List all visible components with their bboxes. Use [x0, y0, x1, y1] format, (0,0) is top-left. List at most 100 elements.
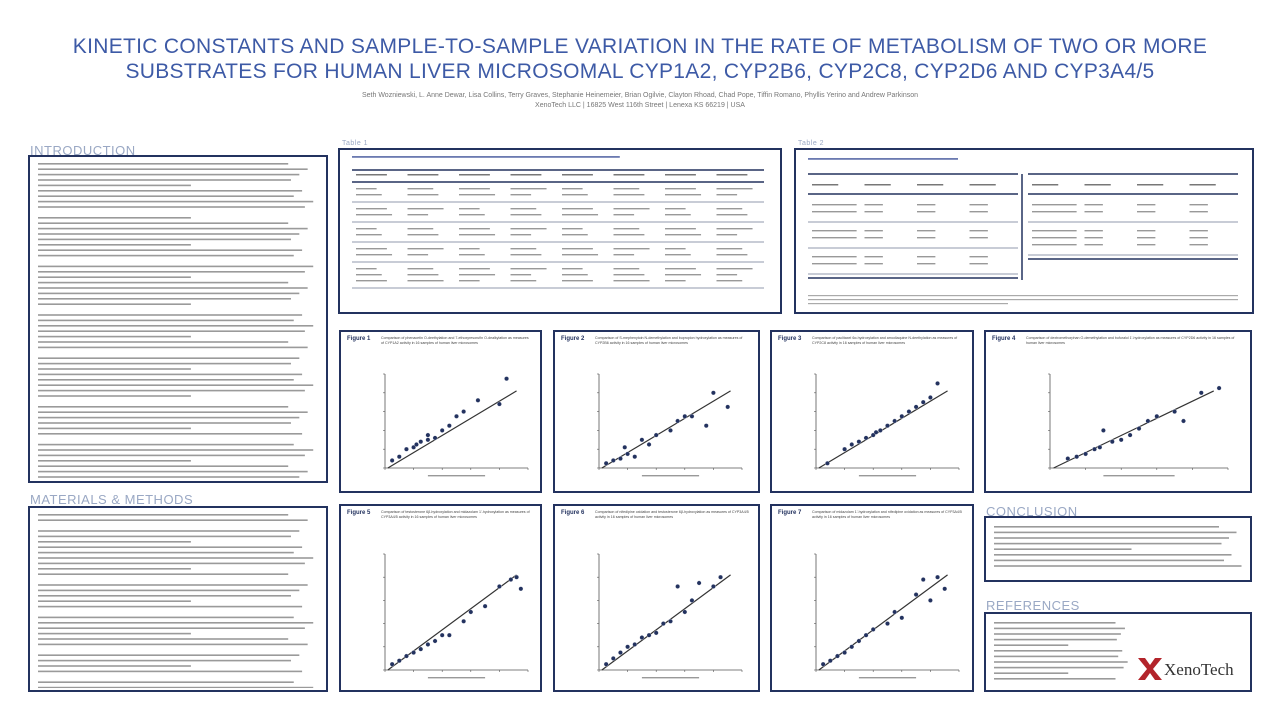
data-point — [935, 381, 940, 386]
x-axis-label — [1103, 475, 1175, 477]
figure-1-panel: Figure 1 Comparison of phenacetin O-deet… — [339, 330, 542, 493]
text-line — [38, 476, 300, 478]
text-line — [38, 416, 300, 419]
table-cell — [459, 248, 480, 250]
table-cell — [716, 268, 753, 270]
table-cell — [356, 188, 377, 190]
text-line — [38, 357, 300, 359]
table-cell — [510, 228, 547, 230]
figure-3-panel: Figure 3 Comparison of paclitaxel 6α-hyd… — [770, 330, 974, 493]
data-point — [870, 432, 876, 438]
text-line — [38, 514, 289, 516]
table-cell — [510, 194, 532, 196]
text-line — [994, 548, 1132, 550]
data-point — [863, 632, 869, 638]
data-point — [418, 439, 424, 445]
table-cell — [864, 230, 883, 232]
table-cell — [917, 237, 936, 239]
figure-5-panel: Figure 5 Comparison of testosterone 6β-h… — [339, 504, 542, 692]
table-cell — [716, 228, 753, 230]
text-line — [38, 551, 294, 554]
table-cell — [716, 188, 753, 190]
text-line — [38, 433, 303, 435]
figure-2-scatter-plot — [597, 373, 743, 477]
table-cell — [613, 214, 635, 216]
poster-title-line1: KINETIC CONSTANTS AND SAMPLE-TO-SAMPLE V… — [72, 35, 1208, 58]
figure-6-panel: Figure 6 Comparison of nifedipine oxidat… — [553, 504, 760, 692]
text-line — [38, 368, 191, 370]
table-cell — [613, 254, 635, 256]
table-cell — [459, 228, 490, 230]
table-cell — [407, 268, 434, 270]
data-point — [425, 432, 431, 438]
text-line — [38, 659, 291, 662]
table-cell — [510, 234, 532, 236]
table-cell — [1137, 237, 1156, 239]
table-cell — [510, 208, 537, 210]
table-cell — [562, 234, 588, 236]
data-point — [468, 609, 474, 615]
text-line — [38, 244, 191, 246]
text-line — [38, 535, 291, 538]
text-line — [38, 384, 314, 386]
data-point — [827, 658, 833, 664]
text-line — [994, 627, 1125, 630]
table-cell — [613, 194, 645, 196]
table-cell — [917, 230, 936, 232]
text-line — [994, 537, 1229, 539]
author-list: Seth Wozniewski, L. Anne Dewar, Lisa Col… — [361, 92, 919, 99]
table-cell — [864, 237, 883, 239]
table-cell — [1032, 237, 1077, 239]
text-line — [38, 292, 300, 295]
text-line — [38, 281, 289, 284]
figure-1-caption: Comparison of phenacetin O-deethylation … — [381, 336, 529, 345]
data-point — [856, 638, 862, 644]
data-point — [689, 413, 695, 419]
table-cell — [407, 234, 439, 236]
table-cell — [1084, 244, 1103, 246]
data-point — [1136, 426, 1142, 431]
data-point — [1074, 454, 1080, 460]
text-line — [38, 643, 308, 646]
introduction-text-lines — [38, 163, 314, 478]
table-header-cell — [459, 174, 490, 176]
text-line — [994, 661, 1128, 663]
data-point — [414, 442, 419, 447]
text-line — [38, 573, 289, 575]
text-line — [38, 460, 191, 462]
text-line — [38, 206, 305, 208]
table2-panel — [794, 148, 1254, 314]
table-footnote — [808, 299, 1238, 301]
text-line — [38, 568, 191, 570]
data-point — [389, 661, 395, 667]
text-line — [38, 373, 303, 376]
data-point — [835, 653, 840, 659]
figure-2-label: Figure 2 — [561, 336, 585, 342]
table-cell — [407, 188, 434, 190]
x-axis-label — [858, 677, 917, 679]
table-cell — [1084, 230, 1103, 232]
data-point — [711, 584, 716, 589]
table-cell — [665, 188, 696, 190]
figure-4-scatter-plot — [1048, 373, 1229, 477]
data-point — [653, 432, 659, 438]
table-cell — [613, 208, 650, 210]
table-cell — [917, 204, 936, 206]
table-cell — [812, 256, 857, 258]
conclusion-heading: CONCLUSION — [986, 504, 1078, 519]
table-cell — [1137, 204, 1156, 206]
table-cell — [459, 214, 485, 216]
text-line — [38, 681, 294, 683]
text-line — [38, 595, 291, 597]
text-line — [38, 389, 305, 392]
text-line — [38, 670, 303, 673]
text-line — [38, 179, 291, 181]
data-point — [849, 644, 855, 650]
materials-heading: MATERIALS & METHODS — [30, 492, 194, 507]
text-line — [38, 346, 308, 349]
table-cell — [613, 228, 640, 230]
text-line — [38, 249, 303, 251]
text-line — [38, 271, 305, 273]
data-point — [497, 584, 502, 589]
data-point — [878, 428, 883, 433]
